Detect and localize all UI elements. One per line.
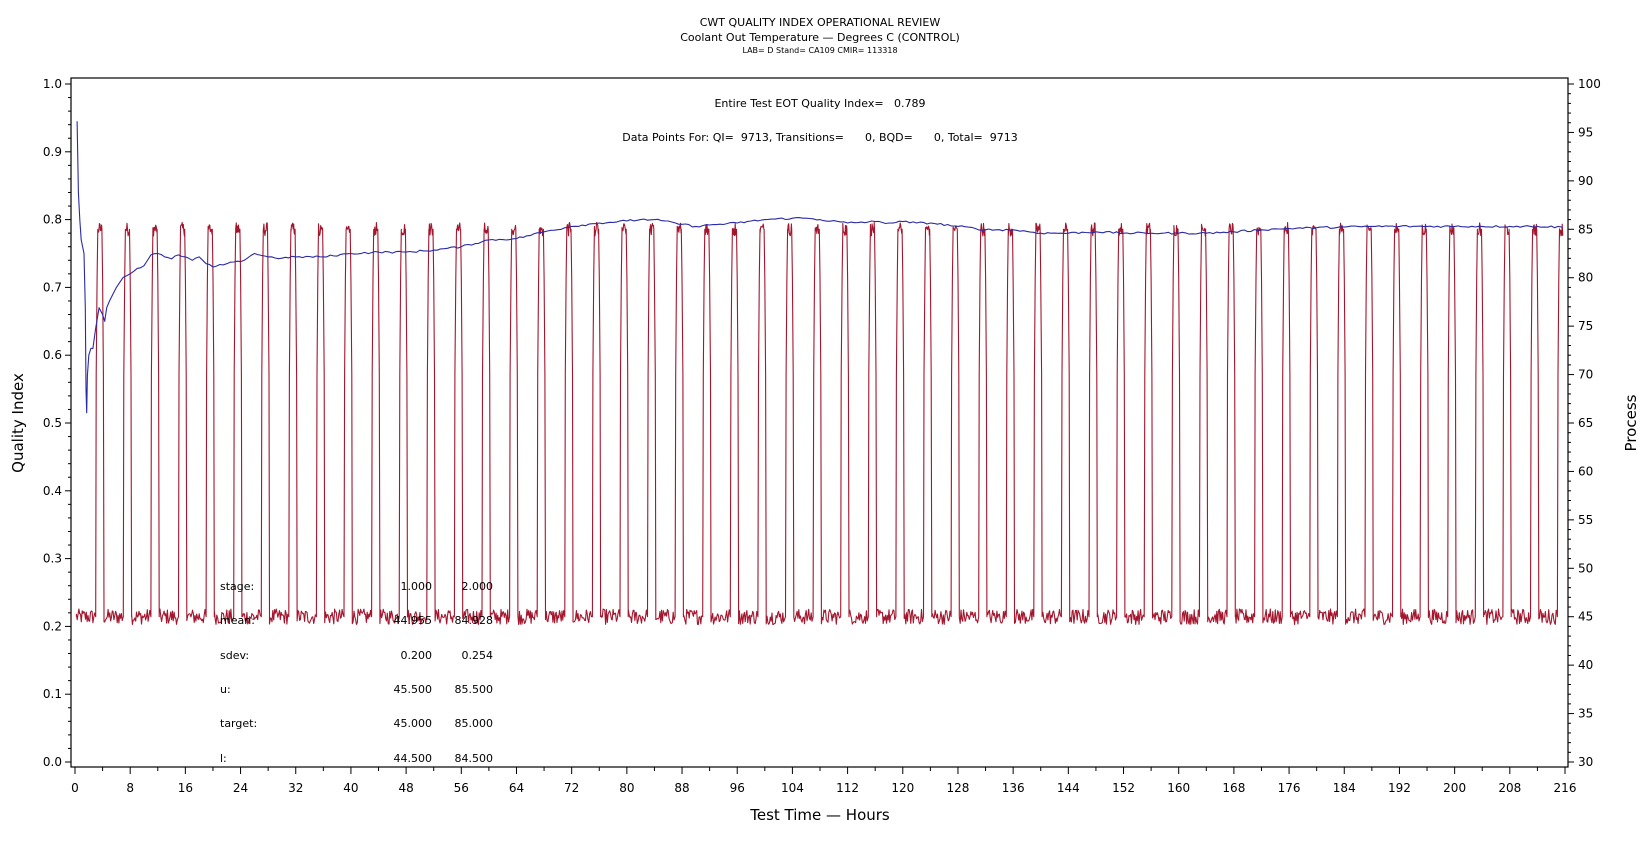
stats-stage2-value: 84.928 bbox=[455, 614, 494, 627]
y2-tick-label: 75 bbox=[1578, 319, 1593, 333]
x-tick-label: 72 bbox=[564, 781, 579, 795]
stats-stage2-value: 2.000 bbox=[462, 580, 494, 593]
y-tick-label: 0.9 bbox=[43, 145, 62, 159]
process-series bbox=[75, 221, 1564, 626]
stats-stage2-value: 85.500 bbox=[455, 683, 494, 696]
y2-tick-label: 50 bbox=[1578, 561, 1593, 575]
x-tick-label: 40 bbox=[343, 781, 358, 795]
plot-frame bbox=[70, 77, 1569, 768]
x-tick-label: 32 bbox=[288, 781, 303, 795]
stats-stage2-value: 0.254 bbox=[462, 649, 494, 662]
chart-subtitle-2: LAB= D Stand= CA109 CMIR= 113318 bbox=[742, 46, 897, 55]
y2-tick-label: 35 bbox=[1578, 707, 1593, 721]
y2-tick-label: 85 bbox=[1578, 222, 1593, 236]
stats-row-label: stage: bbox=[220, 580, 254, 593]
y-tick-label: 0.1 bbox=[43, 687, 62, 701]
y-tick-label: 0.2 bbox=[43, 619, 62, 633]
x-tick-label: 56 bbox=[454, 781, 469, 795]
x-tick-label: 208 bbox=[1498, 781, 1521, 795]
y2-tick-label: 90 bbox=[1578, 174, 1593, 188]
chart-subtitle: Coolant Out Temperature — Degrees C (CON… bbox=[680, 31, 960, 44]
y-tick-label: 0.3 bbox=[43, 552, 62, 566]
y-axis-left: 0.0 0.1 0.2 0.3 0.4 0.5 0.6 0.7 0.8 0.9 1.0 bbox=[43, 77, 71, 769]
stats-row-label: target: bbox=[220, 717, 257, 730]
stats-stage1-value: 44.955 bbox=[394, 614, 433, 627]
quality-index-line bbox=[76, 121, 1562, 414]
x-tick-label: 104 bbox=[781, 781, 804, 795]
x-tick-label: 16 bbox=[178, 781, 193, 795]
stats-row-label: sdev: bbox=[220, 649, 249, 662]
x-tick-label: 192 bbox=[1388, 781, 1411, 795]
y2-tick-label: 80 bbox=[1578, 271, 1593, 285]
data-points-annotation: Data Points For: QI= 9713, Transitions= … bbox=[622, 131, 1017, 144]
y-tick-label: 0.0 bbox=[43, 755, 62, 769]
x-tick-label: 144 bbox=[1057, 781, 1080, 795]
y2-axis-label: Process bbox=[1622, 394, 1640, 451]
y2-tick-label: 60 bbox=[1578, 464, 1593, 478]
x-tick-label: 88 bbox=[674, 781, 689, 795]
x-tick-label: 184 bbox=[1333, 781, 1356, 795]
y2-tick-label: 40 bbox=[1578, 658, 1593, 672]
stats-row-label: mean: bbox=[220, 614, 255, 627]
x-tick-label: 120 bbox=[891, 781, 914, 795]
y-tick-label: 1.0 bbox=[43, 77, 62, 91]
x-axis: 0 8 16 24 32 40 48 56 64 72 80 88 96 104 112 120 128 136 1… bbox=[71, 767, 1576, 795]
x-tick-label: 160 bbox=[1167, 781, 1190, 795]
x-tick-label: 112 bbox=[836, 781, 859, 795]
x-tick-label: 152 bbox=[1112, 781, 1135, 795]
y-tick-label: 0.7 bbox=[43, 280, 62, 294]
x-axis-label: Test Time — Hours bbox=[749, 806, 890, 824]
y2-tick-label: 30 bbox=[1578, 755, 1593, 769]
x-tick-label: 64 bbox=[509, 781, 524, 795]
y2-tick-label: 100 bbox=[1578, 77, 1601, 91]
x-tick-label: 0 bbox=[71, 781, 79, 795]
eot-quality-index-annotation: Entire Test EOT Quality Index= 0.789 bbox=[714, 97, 925, 110]
y-tick-label: 0.8 bbox=[43, 213, 62, 227]
stats-stage1-value: 44.500 bbox=[394, 752, 433, 765]
y-axis-right: 30 35 40 45 50 55 60 65 70 75 80 85 90 95 100 bbox=[1568, 77, 1601, 769]
quality-index-series bbox=[76, 121, 1562, 414]
x-tick-label: 96 bbox=[730, 781, 745, 795]
stats-table: stage: 1.000 2.000 mean: 44.955 84.928 sdev: 0.… bbox=[220, 580, 493, 765]
x-tick-label: 216 bbox=[1554, 781, 1577, 795]
stats-row-label: l: bbox=[220, 752, 227, 765]
x-tick-label: 136 bbox=[1002, 781, 1025, 795]
x-tick-label: 128 bbox=[947, 781, 970, 795]
stats-stage1-value: 1.000 bbox=[401, 580, 433, 593]
x-tick-label: 8 bbox=[126, 781, 134, 795]
process-line bbox=[75, 221, 1564, 626]
x-tick-label: 176 bbox=[1278, 781, 1301, 795]
y-tick-label: 0.5 bbox=[43, 416, 62, 430]
stats-row-label: u: bbox=[220, 683, 231, 696]
stats-stage1-value: 45.500 bbox=[394, 683, 433, 696]
y-axis-label: Quality Index bbox=[9, 373, 27, 473]
y2-tick-label: 65 bbox=[1578, 416, 1593, 430]
stats-stage1-value: 0.200 bbox=[401, 649, 433, 662]
y2-tick-label: 45 bbox=[1578, 610, 1593, 624]
y2-tick-label: 70 bbox=[1578, 368, 1593, 382]
stats-stage2-value: 85.000 bbox=[455, 717, 494, 730]
x-tick-label: 24 bbox=[233, 781, 248, 795]
x-tick-label: 80 bbox=[619, 781, 634, 795]
x-tick-label: 168 bbox=[1222, 781, 1245, 795]
y-tick-label: 0.6 bbox=[43, 348, 62, 362]
y2-tick-label: 55 bbox=[1578, 513, 1593, 527]
x-tick-label: 48 bbox=[398, 781, 413, 795]
y-tick-label: 0.4 bbox=[43, 484, 62, 498]
x-tick-label: 200 bbox=[1443, 781, 1466, 795]
y2-tick-label: 95 bbox=[1578, 125, 1593, 139]
stats-stage2-value: 84.500 bbox=[455, 752, 494, 765]
stats-stage1-value: 45.000 bbox=[394, 717, 433, 730]
chart-title: CWT QUALITY INDEX OPERATIONAL REVIEW bbox=[700, 16, 941, 29]
